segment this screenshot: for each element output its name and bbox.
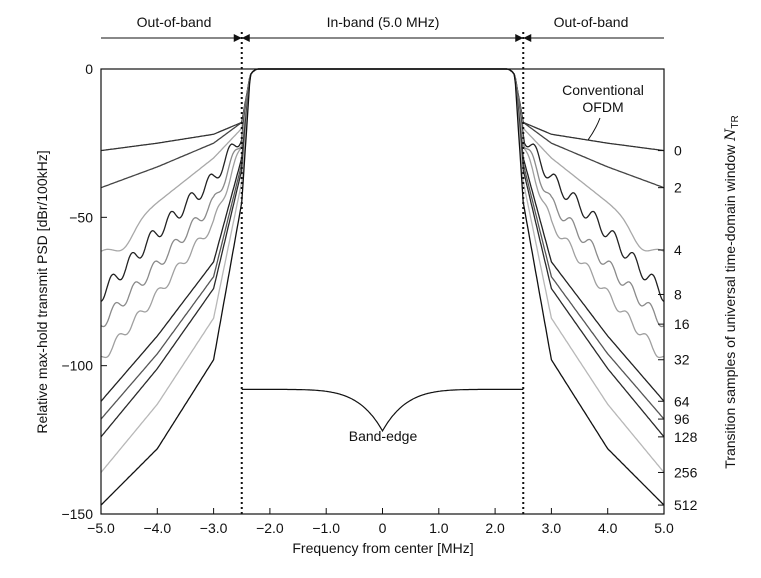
right-tick-label-16: 16: [674, 316, 690, 332]
x-tick-label: −1.0: [312, 520, 340, 536]
series-line-ntr-8: [100, 68, 665, 303]
region-label-right: Out-of-band: [554, 14, 629, 30]
right-axis-ticks: 0 2 4 8 16 32 64 96 128 256 512: [658, 143, 698, 513]
region-arrow-head: [233, 34, 242, 42]
right-tick-label-2: 2: [674, 180, 682, 196]
right-tick-label-256: 256: [674, 464, 698, 480]
band-edge-label: Band-edge: [349, 428, 418, 444]
series-line-ntr-128: [100, 68, 665, 438]
x-tick-label: −2.0: [256, 520, 284, 536]
x-tick-label: 1.0: [429, 520, 449, 536]
x-tick-label: 2.0: [485, 520, 505, 536]
conventional-ofdm-label-line1: Conventional: [562, 82, 644, 98]
series-line-ntr-16: [100, 68, 665, 328]
region-label-center: In-band (5.0 MHz): [327, 14, 440, 30]
conventional-ofdm-label-line2: OFDM: [582, 99, 623, 115]
right-tick-label-4: 4: [674, 242, 682, 258]
x-axis-ticks: −5.0 −4.0 −3.0 −2.0 −1.0 0 1.0 2.0 3.0 4.0 5.0: [87, 508, 674, 536]
region-arrows: [101, 34, 664, 42]
y-tick-label: −100: [61, 358, 93, 374]
right-tick-label-512: 512: [674, 497, 698, 513]
right-tick-label-96: 96: [674, 411, 690, 427]
x-tick-label: 3.0: [542, 520, 562, 536]
y-axis-title: Relative max-hold transmit PSD [dBr/100k…: [34, 150, 50, 433]
y2-axis-title-symbol: N: [723, 128, 739, 142]
y-tick-label: 0: [85, 61, 93, 77]
band-edge-markers: [240, 32, 525, 514]
band-edge-curve: [241, 388, 524, 433]
x-tick-label: −4.0: [143, 520, 171, 536]
right-tick-label-8: 8: [674, 286, 682, 302]
x-tick-label: 4.0: [598, 520, 618, 536]
region-arrow-head: [241, 34, 250, 42]
plot-frame: [100, 68, 665, 515]
series-line-ntr-256: [100, 68, 665, 473]
region-arrow-head: [523, 34, 532, 42]
y-tick-label: −50: [69, 209, 93, 225]
y2-axis-title: Transition samples of universal time-dom…: [722, 115, 741, 468]
right-tick-label-128: 128: [674, 429, 698, 445]
y2-axis-title-subscript: TR: [730, 115, 741, 128]
x-tick-label: −3.0: [200, 520, 228, 536]
y-axis-ticks: 0 −50 −100 −150: [61, 61, 107, 522]
right-tick-label-64: 64: [674, 393, 690, 409]
series-line-ntr-96: [100, 68, 665, 420]
x-axis-title: Frequency from center [MHz]: [292, 540, 473, 556]
region-label-left: Out-of-band: [137, 14, 212, 30]
conventional-ofdm-pointer: [587, 117, 601, 141]
right-tick-label-0: 0: [674, 143, 682, 159]
series-line-ntr-64: [100, 68, 665, 402]
x-tick-label: 5.0: [654, 520, 674, 536]
region-arrow-head: [515, 34, 524, 42]
x-tick-label: −5.0: [87, 520, 115, 536]
band-edge-line: [241, 388, 524, 433]
right-tick-label-32: 32: [674, 352, 690, 368]
x-tick-label: 0: [379, 520, 387, 536]
y-tick-label: −150: [61, 506, 93, 522]
y2-axis-title-text: Transition samples of universal time-dom…: [722, 141, 738, 469]
